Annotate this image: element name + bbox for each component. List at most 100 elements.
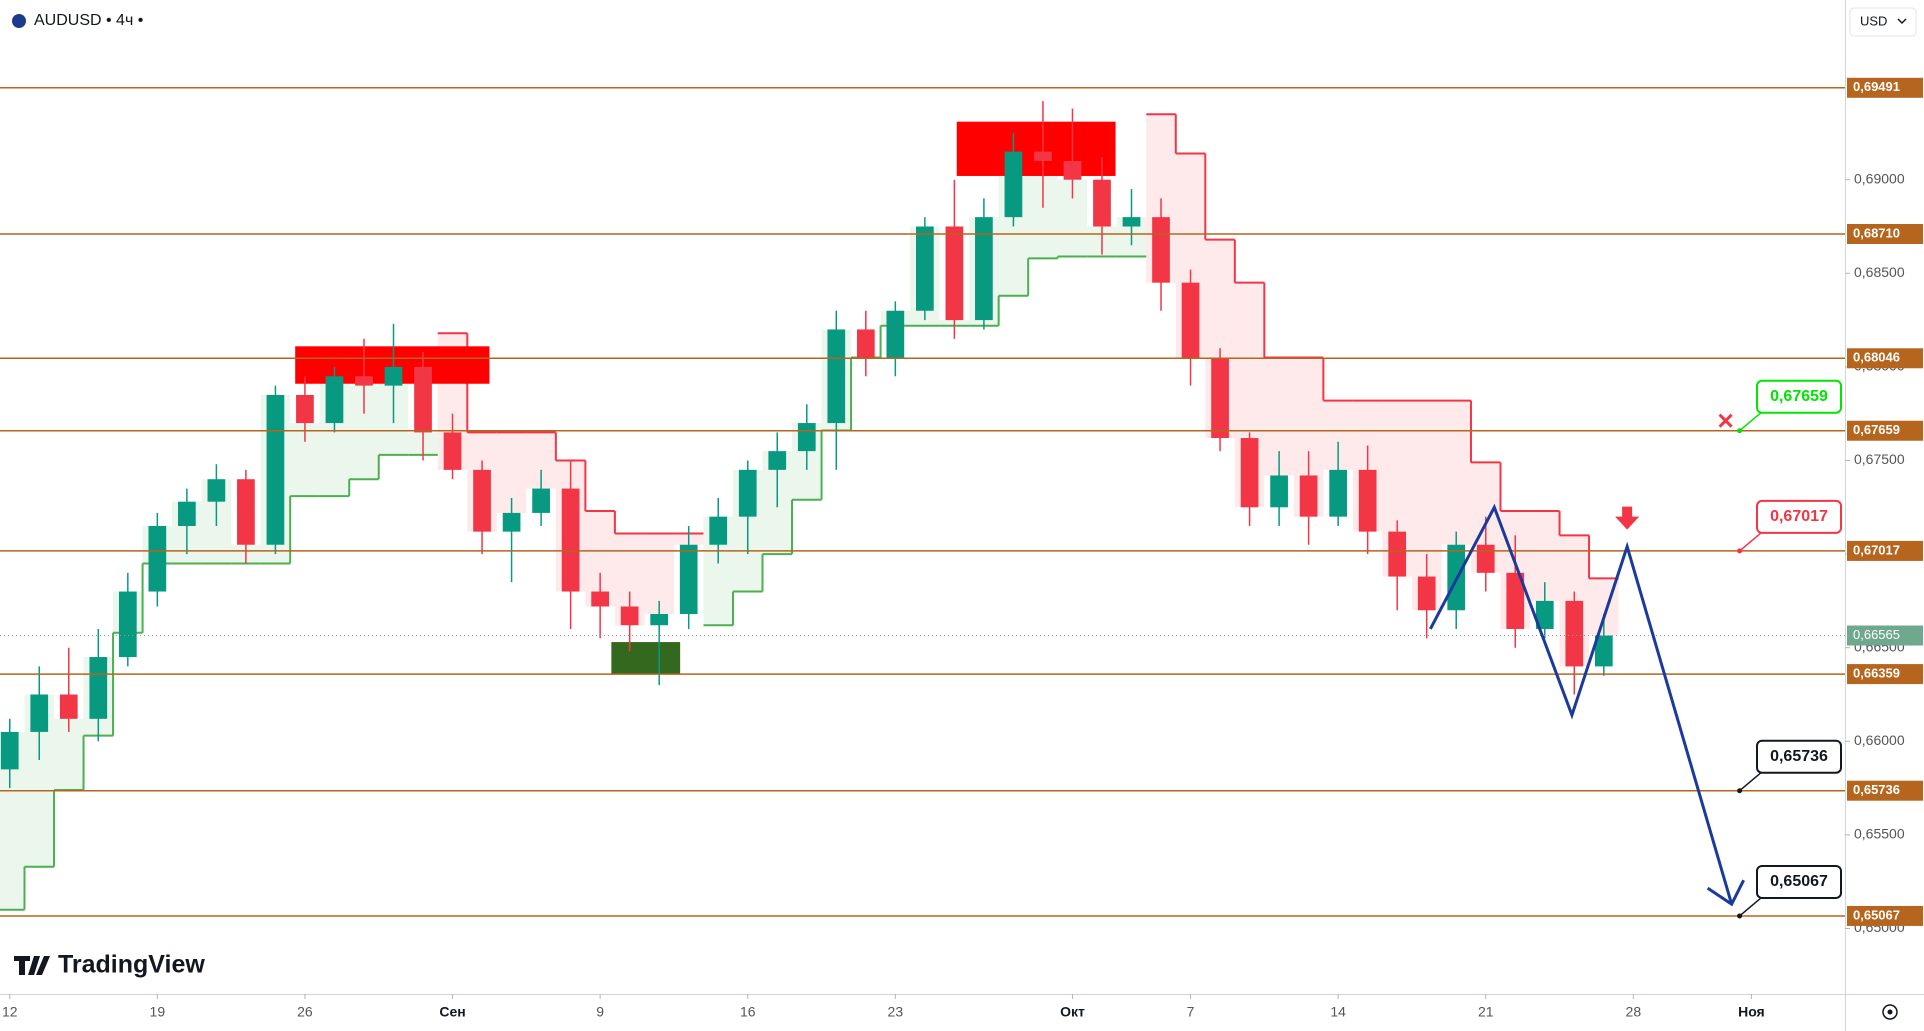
candle-body [768,451,787,470]
y-tick-label: 0,65500 [1854,826,1905,842]
level-label: 0,68710 [1853,225,1900,240]
candle-body [650,613,669,626]
level-label-bg [1847,223,1923,244]
candle-body [591,591,609,607]
candle-body [797,423,816,452]
x-tick-label: 28 [1626,1004,1642,1020]
candle-body [1594,635,1613,667]
plot-area: 12 19 26 Сен 9 16 23 Окт 7 14 21 28 Ноя 0,67659 0,6701… [0,87,1845,1020]
candle-body [148,526,167,592]
y-tick-label: 0,67500 [1854,451,1905,467]
candle-body [178,501,196,527]
candle-body [561,488,580,592]
callout-pointer [1739,897,1762,917]
callout-label: 0,67017 [1770,508,1828,525]
callout-label: 0,67659 [1770,388,1828,405]
candle-body [473,469,491,532]
settings-icon [1887,1009,1893,1015]
x-tick-label: 23 [888,1004,904,1020]
candle-body [1152,217,1170,283]
candle-body [856,329,875,358]
current-price-label: 0,66565 [1853,627,1900,642]
candle-body [0,731,19,770]
x-tick-label: 21 [1478,1004,1494,1020]
symbol-title: AUDUSD • 4ч • [34,12,143,29]
candle-body [325,376,344,424]
candle-body [59,694,78,719]
callout-dot [1737,428,1743,434]
candle-body [1565,600,1584,667]
callout-pointer [1739,772,1762,792]
level-label-bg [1847,540,1923,561]
currency-select[interactable] [1849,7,1917,37]
candle-body [296,394,314,424]
zone [611,642,681,674]
zone [956,121,1116,176]
candle-body [1181,282,1200,358]
callout-label: 0,65736 [1770,748,1828,765]
y-tick-label: 0,68500 [1854,264,1905,280]
callout-box [1756,864,1842,899]
candle-body [89,657,108,719]
candle-body [1034,151,1052,161]
candle-body [945,226,964,321]
sell-arrow [1615,506,1640,530]
current-price-bg [1847,625,1923,646]
x-tick-label: 19 [150,1004,166,1020]
candle-body [118,591,137,658]
level-label: 0,69491 [1853,79,1900,94]
level-label: 0,67659 [1853,422,1900,437]
candle-body [620,606,639,626]
trail-fill [644,533,674,614]
level-label-bg [1847,905,1923,926]
candle-body [532,488,550,513]
level-label-bg [1847,780,1923,801]
projection-arrowhead [1706,879,1745,907]
level-label: 0,66359 [1853,666,1900,681]
trail-fill [1441,400,1471,545]
candle-body [355,376,373,386]
currency-label[interactable]: USD [1860,13,1887,28]
brand-logo: TradingView [14,951,205,979]
candle-body [1417,576,1436,611]
candle-body [414,366,432,433]
candle-body [207,479,226,502]
level-label-bg [1847,664,1923,685]
projection-path [1429,503,1734,905]
x-tick-label: 26 [297,1004,313,1020]
candle-body [679,544,698,614]
candle-body [443,432,462,470]
callout-pointer [1739,532,1762,552]
candle-body [1093,179,1111,227]
candle-body [1240,438,1259,508]
level-label: 0,68046 [1853,350,1900,365]
callout-label: 0,65067 [1770,873,1828,890]
x-tick-label: 14 [1330,1004,1346,1020]
x-tick-label: 12 [2,1004,18,1020]
candle-body [266,394,285,545]
candle-body [1299,475,1318,517]
candle-body [1122,217,1141,227]
x-tick-label: 16 [740,1004,756,1020]
brand-name: TradingView [58,951,205,979]
candle-body [886,310,905,358]
price-axis: 0,650000,655000,660000,665000,670000,675… [1845,77,1923,935]
candle-body [1270,475,1288,508]
level-label: 0,65736 [1853,782,1900,797]
x-tick-label: Сен [439,1004,465,1020]
candle-body [827,329,846,424]
settings-button[interactable] [1882,1004,1898,1020]
dropdown-chevron [1897,18,1907,25]
y-tick-label: 0,66000 [1854,732,1905,748]
candle-body [502,512,521,532]
x-tick-label: Окт [1060,1004,1085,1020]
candle-body [1358,469,1377,532]
candle-body [1004,151,1023,218]
candle-body [1476,544,1495,573]
callout-dot [1737,788,1743,794]
level-label-bg [1847,77,1923,98]
callout-pointer [1739,412,1762,432]
candle-body [237,479,255,545]
candle-body [1063,160,1082,180]
